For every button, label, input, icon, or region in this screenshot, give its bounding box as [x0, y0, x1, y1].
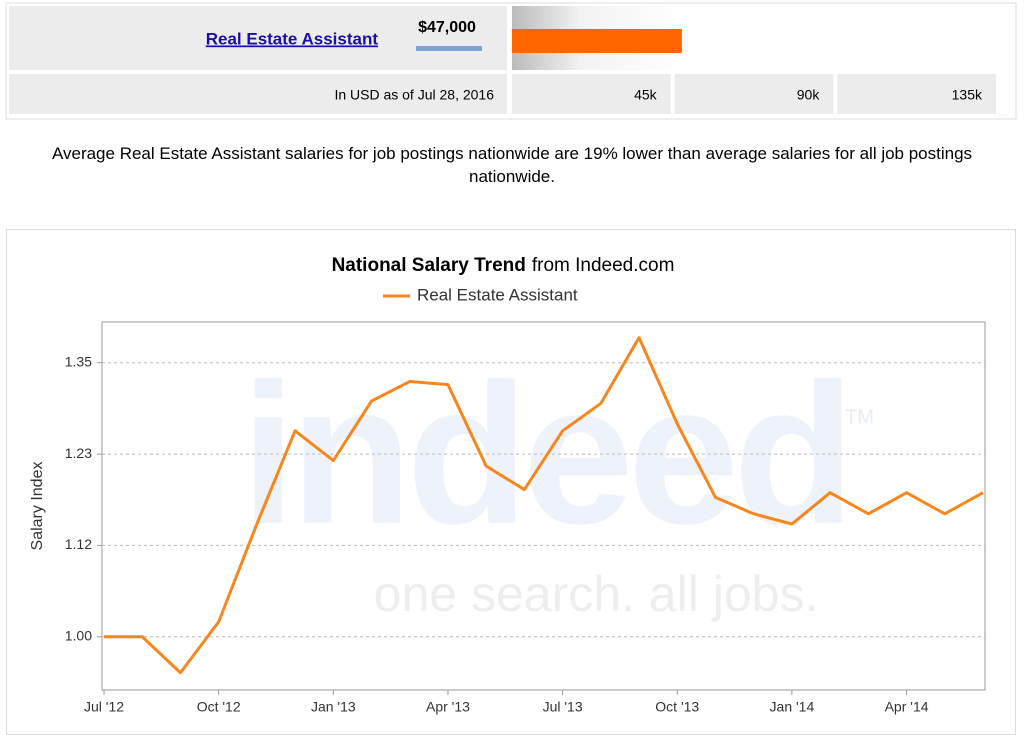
scale-label: 90k [797, 87, 821, 103]
note-cell [9, 74, 507, 114]
x-tick-label: Jul '12 [84, 699, 124, 715]
x-tick-label: Jan '14 [770, 699, 815, 715]
job-title-link[interactable]: Real Estate Assistant [206, 29, 379, 48]
subtitle: from Indeed.com [532, 255, 675, 276]
y-axis-label: Salary Index [29, 462, 46, 551]
x-tick-label: Oct '13 [655, 699, 699, 715]
scale-cell [674, 74, 834, 114]
scale-cell [837, 74, 996, 114]
salary-box: Real Estate Assistant $47,000 In USD as … [5, 2, 1017, 120]
x-tick-label: Apr '14 [885, 699, 929, 715]
x-tick-label: Jul '13 [543, 699, 583, 715]
chart: National Salary Trend from Indeed.com Sal… [6, 229, 1016, 735]
y-tick-label: 1.35 [65, 353, 92, 369]
note: In USD as of Jul 28, 2016 [334, 87, 494, 103]
plot-area [101, 321, 986, 691]
legend-label: Real Estate Assistant [417, 285, 578, 304]
watermark-mark: TM [845, 406, 874, 428]
y-tick-label: 1.12 [65, 536, 92, 552]
title-cell [9, 6, 507, 70]
description: Average Real Estate Assistant salaries f… [51, 144, 973, 186]
x-tick-label: Oct '12 [197, 699, 241, 715]
scale-cell [512, 74, 671, 114]
scale-label: 45k [634, 87, 658, 103]
watermark-tagline: one search. all jobs. [374, 566, 819, 622]
x-tick-label: Apr '13 [426, 699, 470, 715]
salary-bar [512, 29, 682, 53]
salary-underline [416, 46, 482, 51]
x-tick-label: Jan '13 [311, 699, 356, 715]
salary-label: $47,000 [418, 19, 476, 36]
y-tick-label: 1.00 [65, 627, 92, 643]
series-line [104, 336, 984, 675]
scale-label: 135k [952, 87, 983, 103]
y-tick-label: 1.23 [65, 445, 92, 461]
chart-title: National Salary Trend from Indeed.com [332, 255, 675, 276]
title: National Salary Trend [332, 255, 526, 276]
